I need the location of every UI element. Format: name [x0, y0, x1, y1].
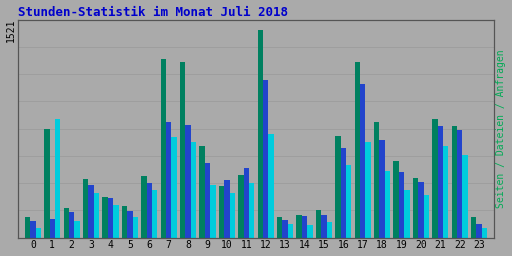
- Bar: [244, 168, 249, 238]
- Bar: [379, 140, 385, 238]
- Text: Stunden-Statistik im Monat Juli 2018: Stunden-Statistik im Monat Juli 2018: [18, 6, 288, 18]
- Bar: [354, 62, 360, 238]
- Bar: [476, 224, 482, 238]
- Bar: [302, 216, 307, 238]
- Bar: [360, 84, 366, 238]
- Bar: [108, 198, 113, 238]
- Bar: [399, 172, 404, 238]
- Bar: [113, 205, 119, 238]
- Bar: [277, 217, 283, 238]
- Y-axis label: Seiten / Dateien / Anfragen: Seiten / Dateien / Anfragen: [497, 49, 506, 208]
- Bar: [219, 186, 224, 238]
- Bar: [346, 165, 351, 238]
- Bar: [180, 62, 185, 238]
- Bar: [432, 119, 438, 238]
- Bar: [44, 129, 50, 238]
- Bar: [133, 217, 138, 238]
- Bar: [25, 217, 30, 238]
- Bar: [199, 146, 205, 238]
- Bar: [210, 185, 216, 238]
- Bar: [443, 146, 449, 238]
- Bar: [185, 125, 191, 238]
- Bar: [374, 122, 379, 238]
- Bar: [191, 142, 196, 238]
- Bar: [36, 228, 41, 238]
- Bar: [316, 210, 321, 238]
- Bar: [205, 163, 210, 238]
- Bar: [94, 193, 99, 238]
- Bar: [224, 180, 229, 238]
- Bar: [462, 155, 468, 238]
- Bar: [366, 142, 371, 238]
- Bar: [172, 137, 177, 238]
- Bar: [258, 30, 263, 238]
- Bar: [74, 221, 80, 238]
- Bar: [404, 190, 410, 238]
- Bar: [283, 220, 288, 238]
- Bar: [385, 171, 390, 238]
- Bar: [296, 215, 302, 238]
- Bar: [229, 193, 235, 238]
- Bar: [418, 182, 423, 238]
- Bar: [141, 176, 146, 238]
- Bar: [249, 183, 254, 238]
- Bar: [307, 225, 313, 238]
- Bar: [63, 208, 69, 238]
- Bar: [83, 179, 89, 238]
- Bar: [122, 206, 127, 238]
- Bar: [55, 119, 60, 238]
- Bar: [288, 224, 293, 238]
- Bar: [146, 183, 152, 238]
- Bar: [452, 126, 457, 238]
- Bar: [340, 148, 346, 238]
- Bar: [393, 161, 399, 238]
- Bar: [438, 126, 443, 238]
- Bar: [166, 122, 172, 238]
- Bar: [263, 80, 268, 238]
- Bar: [69, 212, 74, 238]
- Bar: [268, 134, 274, 238]
- Bar: [413, 178, 418, 238]
- Bar: [89, 185, 94, 238]
- Bar: [152, 190, 158, 238]
- Bar: [30, 221, 36, 238]
- Bar: [482, 228, 487, 238]
- Bar: [161, 59, 166, 238]
- Bar: [471, 217, 476, 238]
- Bar: [50, 219, 55, 238]
- Bar: [327, 222, 332, 238]
- Bar: [238, 175, 244, 238]
- Bar: [127, 211, 133, 238]
- Bar: [102, 197, 108, 238]
- Bar: [321, 215, 327, 238]
- Bar: [457, 130, 462, 238]
- Bar: [423, 195, 429, 238]
- Bar: [335, 135, 340, 238]
